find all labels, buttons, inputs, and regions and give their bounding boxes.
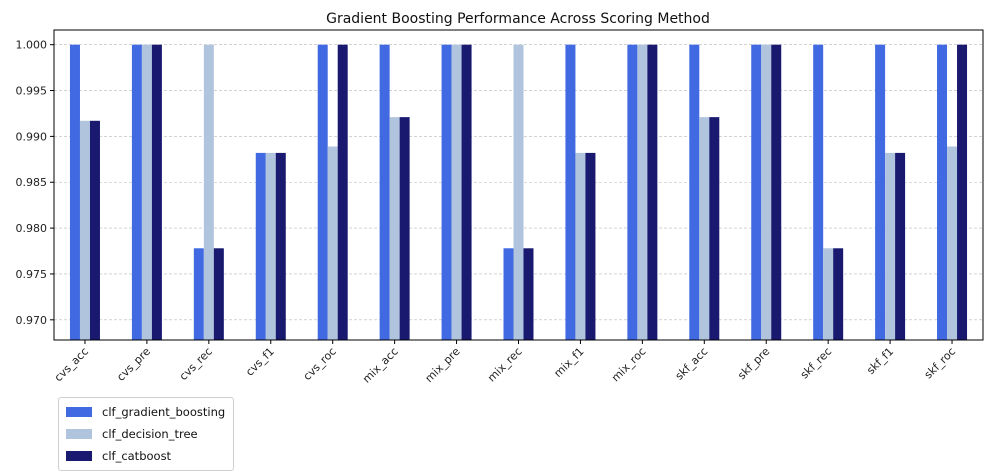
legend-swatch	[66, 429, 92, 439]
bar-clf_decision_tree	[761, 44, 772, 340]
legend-item: clf_decision_tree	[66, 423, 225, 445]
bar-clf_decision_tree	[79, 120, 90, 340]
bar-clf_decision_tree	[265, 152, 276, 340]
bar-clf_catboost	[89, 120, 100, 340]
bar-clf_gradient_boosting	[379, 44, 390, 340]
bar-clf_gradient_boosting	[875, 44, 886, 340]
bar-clf_decision_tree	[699, 117, 710, 340]
legend-label: clf_catboost	[102, 449, 172, 463]
bar-clf_decision_tree	[947, 146, 958, 340]
legend-item: clf_catboost	[66, 445, 225, 467]
bar-clf_catboost	[771, 44, 782, 340]
bar-clf_gradient_boosting	[627, 44, 638, 340]
bar-clf_gradient_boosting	[813, 44, 824, 340]
x-axis-ticks: cvs_acc cvs_pre cvs_rec cvs_f1 cvs_roc mix_ac…	[52, 340, 958, 386]
bar-clf_catboost	[895, 152, 906, 340]
bar-clf_catboost	[957, 44, 968, 340]
x-tick-label: skf_rec	[798, 345, 834, 381]
bar-clf_gradient_boosting	[255, 152, 266, 340]
x-tick-label: skf_pre	[735, 345, 772, 382]
bar-clf_decision_tree	[885, 152, 896, 340]
y-tick-label: 1.000	[16, 39, 48, 52]
bars	[69, 44, 968, 340]
bar-clf_decision_tree	[203, 44, 214, 340]
y-axis-ticks: 0.970 0.975 0.980 0.985 0.990 0.995 1.000	[16, 39, 54, 327]
y-tick-label: 0.995	[16, 85, 48, 98]
bar-clf_catboost	[833, 248, 844, 340]
bar-clf_catboost	[151, 44, 162, 340]
legend-label: clf_decision_tree	[102, 427, 198, 441]
bar-clf_decision_tree	[513, 44, 524, 340]
legend-swatch	[66, 407, 92, 417]
y-tick-label: 0.970	[16, 314, 48, 327]
bar-clf_decision_tree	[141, 44, 152, 340]
x-tick-label: skf_f1	[864, 345, 896, 377]
legend: clf_gradient_boosting clf_decision_tree …	[58, 397, 235, 471]
legend-item: clf_gradient_boosting	[66, 401, 225, 423]
bar-clf_decision_tree	[327, 146, 338, 340]
legend-label: clf_gradient_boosting	[102, 405, 226, 419]
bar-clf_catboost	[275, 152, 286, 340]
bar-clf_catboost	[213, 248, 224, 340]
bar-clf_decision_tree	[451, 44, 462, 340]
bar-clf_catboost	[709, 117, 720, 340]
x-tick-label: mix_pre	[423, 345, 463, 385]
x-tick-label: mix_rec	[485, 345, 525, 385]
x-tick-label: cvs_f1	[243, 345, 277, 379]
bar-clf_gradient_boosting	[317, 44, 328, 340]
bar-clf_gradient_boosting	[131, 44, 142, 340]
bar-clf_gradient_boosting	[503, 248, 514, 340]
legend-swatch	[66, 451, 92, 461]
bar-clf_gradient_boosting	[689, 44, 700, 340]
bar-clf_decision_tree	[389, 117, 400, 340]
bar-clf_decision_tree	[575, 152, 586, 340]
bar-clf_gradient_boosting	[565, 44, 576, 340]
bar-clf_gradient_boosting	[937, 44, 948, 340]
y-tick-label: 0.980	[16, 222, 48, 235]
y-tick-label: 0.990	[16, 130, 48, 143]
bar-clf_gradient_boosting	[193, 248, 204, 340]
bar-clf_catboost	[337, 44, 348, 340]
bar-clf_catboost	[461, 44, 472, 340]
y-tick-label: 0.985	[16, 176, 48, 189]
bar-clf_gradient_boosting	[751, 44, 762, 340]
x-tick-label: skf_roc	[922, 345, 958, 381]
chart-title: Gradient Boosting Performance Across Sco…	[326, 11, 710, 27]
x-tick-label: skf_acc	[673, 345, 711, 383]
bar-clf_catboost	[523, 248, 534, 340]
x-tick-label: mix_roc	[609, 345, 648, 384]
bar-clf_catboost	[647, 44, 658, 340]
x-tick-label: cvs_rec	[177, 345, 215, 383]
bar-clf_decision_tree	[637, 44, 648, 340]
x-tick-label: mix_f1	[551, 345, 586, 380]
bar-clf_decision_tree	[823, 248, 834, 340]
x-tick-label: mix_acc	[360, 345, 401, 386]
bar-clf_catboost	[585, 152, 596, 340]
bar-clf_gradient_boosting	[69, 44, 80, 340]
x-tick-label: cvs_pre	[114, 345, 153, 384]
x-tick-label: cvs_acc	[52, 345, 91, 384]
bar-clf_gradient_boosting	[441, 44, 452, 340]
bar-clf_catboost	[399, 117, 410, 340]
y-tick-label: 0.975	[16, 268, 48, 281]
x-tick-label: cvs_roc	[301, 345, 339, 383]
